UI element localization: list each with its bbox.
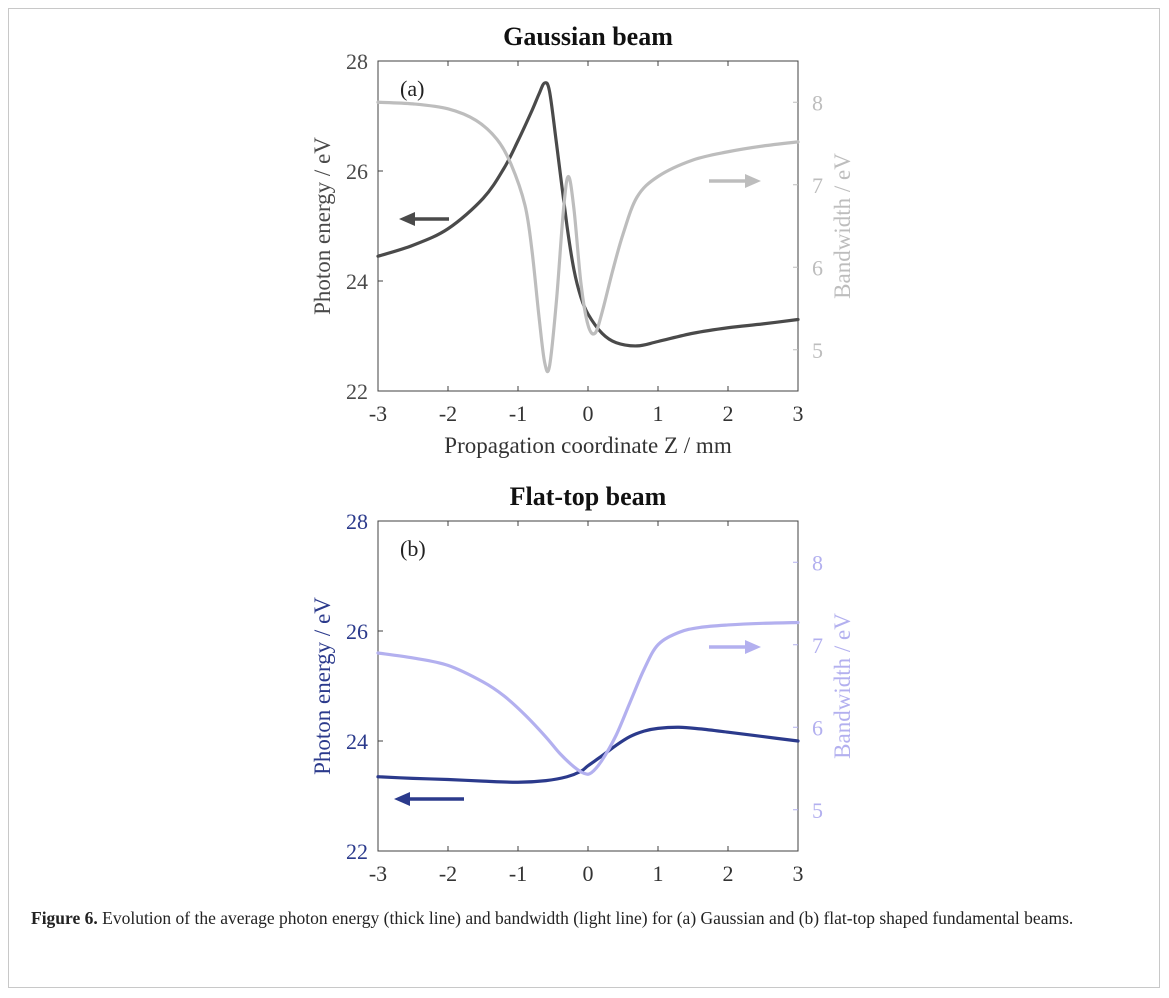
panel-b-right-axis-arrow-head bbox=[745, 640, 761, 654]
panel-b-ytick-label: 24 bbox=[346, 729, 368, 754]
panel-b-panel-label: (b) bbox=[400, 536, 426, 561]
panel-b-bandwidth-line bbox=[376, 620, 800, 776]
panel-b-xtick-label: -1 bbox=[509, 861, 527, 886]
panel-a-xtick-label: 1 bbox=[653, 401, 664, 426]
panel-a-ylabel: Photon energy / eV bbox=[310, 137, 335, 315]
panel-b-xtick-label: 3 bbox=[793, 861, 804, 886]
caption-text: Evolution of the average photon energy (… bbox=[102, 908, 1074, 928]
panel-a-panel-label: (a) bbox=[400, 76, 424, 101]
panel-b-photon-energy-line bbox=[376, 725, 800, 784]
panel-b-xtick-label: 1 bbox=[653, 861, 664, 886]
panel-b-ytick-label: 28 bbox=[346, 509, 368, 534]
panel-b-xtick-label: 0 bbox=[583, 861, 594, 886]
panel-a-xtick-label: 2 bbox=[723, 401, 734, 426]
panel-b-xtick-label: 2 bbox=[723, 861, 734, 886]
figure-canvas: Gaussian beam-3 -2 -1 0 1 2 3222426285678Propa… bbox=[310, 22, 855, 886]
panel-b-y2tick-label: 8 bbox=[812, 550, 823, 575]
panel-a-xtick-label: 3 bbox=[793, 401, 804, 426]
panel-a-right-axis-arrow-head bbox=[745, 174, 761, 188]
panel-a-y2tick-label: 6 bbox=[812, 255, 823, 280]
panel-a-ytick-label: 24 bbox=[346, 269, 368, 294]
panel-a-ytick-label: 26 bbox=[346, 159, 368, 184]
panel-a-xtick-label: 0 bbox=[583, 401, 594, 426]
panel-b-title: Flat-top beam bbox=[510, 482, 667, 511]
figure-frame: Gaussian beam -3 -2 -1 0 1 2 3 22 24 26 28 5 6 7 8 Propa… bbox=[8, 8, 1160, 988]
panel-b-xtick-label: -3 bbox=[369, 861, 387, 886]
panel-b-y2label: Bandwidth / eV bbox=[830, 613, 855, 759]
panel-a-xtick-label: -2 bbox=[439, 401, 457, 426]
panel-a-y2tick-label: 7 bbox=[812, 173, 823, 198]
panel-b-plot-frame bbox=[377, 520, 799, 852]
caption-label: Figure 6. bbox=[31, 908, 98, 928]
panel-a-xlabel: Propagation coordinate Z / mm bbox=[444, 433, 732, 458]
panel-b-ytick-label: 22 bbox=[346, 839, 368, 864]
panel-b-ylabel: Photon energy / eV bbox=[310, 597, 335, 775]
panel-b-ytick-label: 26 bbox=[346, 619, 368, 644]
panel-a-title: Gaussian beam bbox=[503, 22, 673, 51]
panel-a-photon-energy-line bbox=[376, 81, 800, 348]
panel-a-xtick-label: -3 bbox=[369, 401, 387, 426]
panel-b-left-axis-arrow-head bbox=[394, 792, 410, 806]
panel-a-plot-frame bbox=[377, 60, 799, 392]
panel-b-xtick-label: -2 bbox=[439, 861, 457, 886]
panel-a-ytick-label: 28 bbox=[346, 49, 368, 74]
panel-a-xtick-label: -1 bbox=[509, 401, 527, 426]
panel-a-bandwidth-line bbox=[376, 100, 800, 374]
panel-b-y2tick-label: 6 bbox=[812, 715, 823, 740]
panel-b-y2tick-label: 5 bbox=[812, 798, 823, 823]
panel-a-y2tick-label: 8 bbox=[812, 90, 823, 115]
panel-a-y2tick-label: 5 bbox=[812, 338, 823, 363]
panel-a-ytick-label: 22 bbox=[346, 379, 368, 404]
panel-a-y2label: Bandwidth / eV bbox=[830, 153, 855, 299]
panel-a-left-axis-arrow-head bbox=[399, 212, 415, 226]
figure-caption: Figure 6. Evolution of the average photo… bbox=[31, 906, 1141, 930]
panel-b-y2tick-label: 7 bbox=[812, 633, 823, 658]
